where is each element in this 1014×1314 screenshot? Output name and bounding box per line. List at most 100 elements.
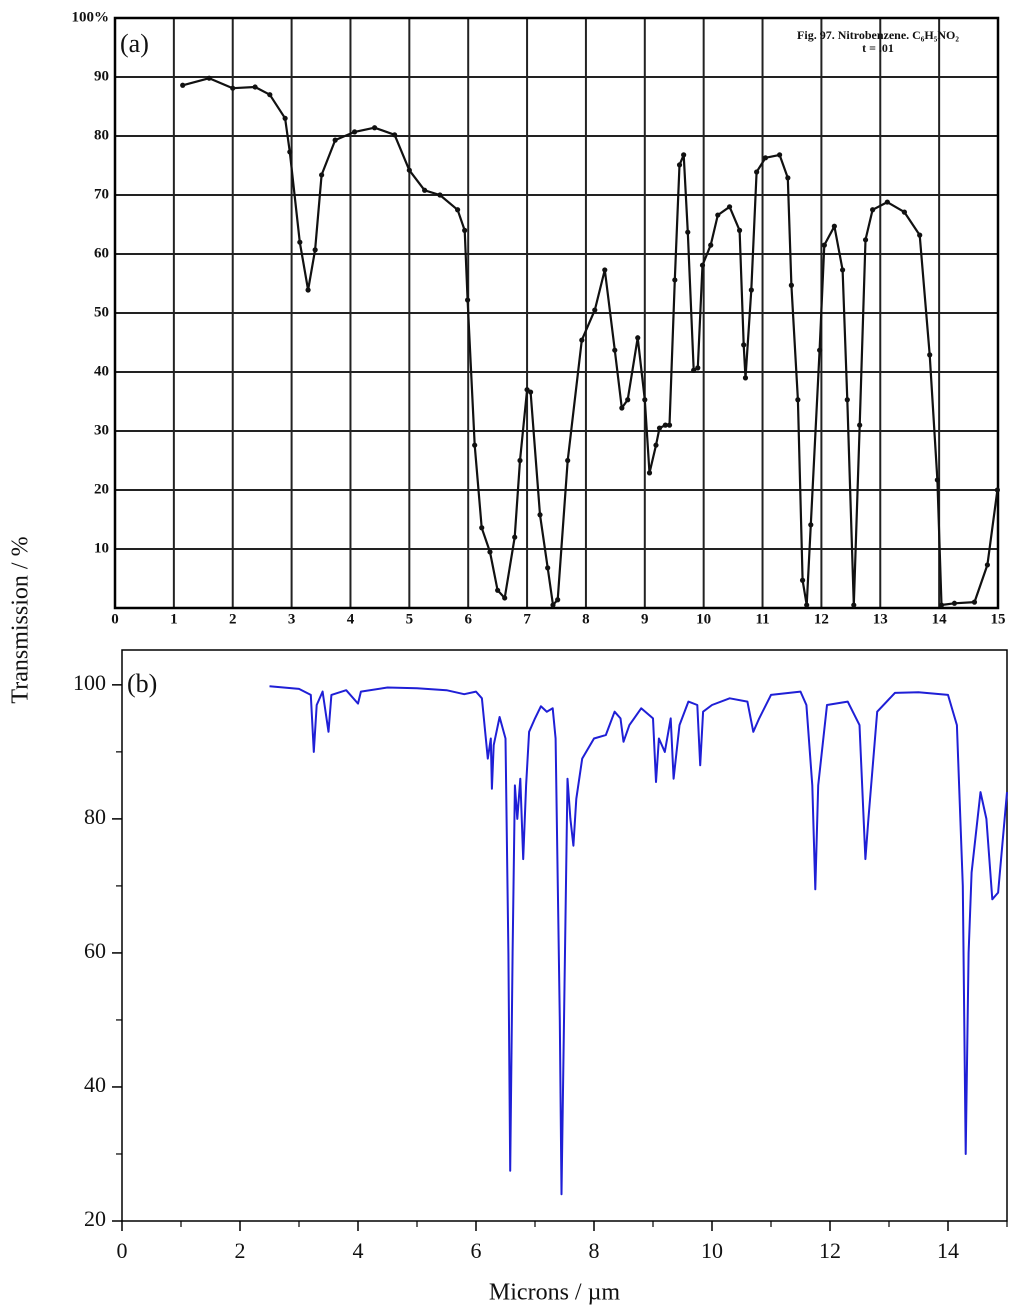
data-point <box>748 287 754 293</box>
x-tick-label: 12 <box>819 1238 841 1263</box>
data-point <box>230 85 236 91</box>
data-point <box>550 602 556 608</box>
data-point <box>267 92 273 98</box>
data-point <box>695 365 701 371</box>
data-point <box>934 477 940 483</box>
data-point <box>392 132 398 138</box>
data-point <box>619 405 625 411</box>
data-point <box>741 342 747 348</box>
x-tick-label: 4 <box>347 611 355 627</box>
data-point <box>901 209 908 215</box>
data-point <box>708 242 714 248</box>
data-point <box>625 397 631 403</box>
y-tick-label: 20 <box>84 1206 106 1231</box>
y-tick-label: 20 <box>94 481 109 497</box>
y-tick-label: 60 <box>94 245 109 261</box>
data-point <box>312 247 318 253</box>
y-tick-label: 70 <box>94 186 109 202</box>
data-point <box>951 600 958 606</box>
x-tick-label: 14 <box>937 1238 959 1263</box>
spectrum-line <box>182 77 999 607</box>
x-tick-label: 0 <box>117 1238 128 1263</box>
x-tick-label: 3 <box>288 611 296 627</box>
data-point <box>602 267 608 273</box>
data-point <box>579 337 585 343</box>
x-tick-label: 2 <box>229 611 237 627</box>
data-point <box>715 212 721 218</box>
data-point <box>517 457 523 464</box>
data-point <box>422 187 428 193</box>
data-point <box>736 227 743 233</box>
data-point <box>512 534 518 540</box>
data-point <box>653 442 659 448</box>
data-point <box>870 207 876 213</box>
data-point <box>495 587 501 593</box>
data-point <box>691 367 697 373</box>
data-point <box>472 442 478 448</box>
x-tick-label: 2 <box>235 1238 246 1263</box>
plot-frame <box>113 16 1000 610</box>
y-tick-label: 90 <box>94 68 109 84</box>
data-point <box>917 232 923 238</box>
x-tick-label: 10 <box>696 611 711 627</box>
data-point <box>788 282 794 288</box>
data-point <box>462 227 468 233</box>
x-axis-label: Microns / µm <box>489 1280 620 1306</box>
data-point <box>612 347 618 353</box>
y-tick-label: 100 <box>73 670 106 695</box>
data-point <box>406 167 412 173</box>
data-point <box>754 169 760 175</box>
y-axis-label: Transmission / % <box>8 536 34 703</box>
data-point <box>455 207 461 213</box>
data-point <box>555 597 561 603</box>
data-point <box>332 137 338 143</box>
x-tick-label: 11 <box>755 611 769 627</box>
x-tick-label: 14 <box>932 611 948 627</box>
data-point <box>351 129 358 135</box>
x-tick-label: 5 <box>406 611 414 627</box>
panel-label: (a) <box>120 29 149 58</box>
x-tick-label: 7 <box>523 611 531 627</box>
data-point <box>821 242 827 248</box>
data-point <box>305 287 311 293</box>
data-point <box>252 84 258 90</box>
data-point <box>287 149 293 155</box>
data-point <box>297 239 303 245</box>
data-point <box>479 525 485 531</box>
data-point <box>676 162 683 168</box>
data-point <box>681 152 687 158</box>
spectrum-line <box>269 685 1008 1196</box>
y-tick-label: 50 <box>94 304 109 320</box>
data-point <box>666 422 673 428</box>
y-tick-label: 60 <box>84 938 106 963</box>
x-tick-label: 12 <box>814 611 829 627</box>
data-point <box>884 199 890 205</box>
data-point <box>994 487 1001 493</box>
data-point <box>180 82 186 88</box>
y-tick-label: 30 <box>94 422 109 438</box>
data-point <box>465 297 471 303</box>
x-tick-label: 8 <box>582 611 590 627</box>
data-point <box>206 75 212 81</box>
data-point <box>635 335 641 341</box>
y-tick-label: 10 <box>94 540 109 556</box>
data-point <box>984 562 991 568</box>
x-tick-label: 4 <box>353 1238 364 1263</box>
data-point <box>726 204 733 210</box>
x-tick-label: 9 <box>641 611 649 627</box>
x-tick-label: 0 <box>111 611 119 627</box>
data-point <box>862 237 869 243</box>
data-point <box>592 307 598 313</box>
data-point <box>545 565 551 571</box>
data-point <box>642 397 648 403</box>
x-tick-label: 10 <box>701 1238 723 1263</box>
data-point <box>685 229 691 235</box>
data-point <box>565 457 571 464</box>
x-tick-label: 6 <box>464 611 472 627</box>
data-point <box>777 152 783 158</box>
x-tick-label: 15 <box>991 611 1006 627</box>
panel-label: (b) <box>127 669 157 698</box>
data-point <box>527 389 534 395</box>
y-tick-label: 40 <box>94 363 109 379</box>
